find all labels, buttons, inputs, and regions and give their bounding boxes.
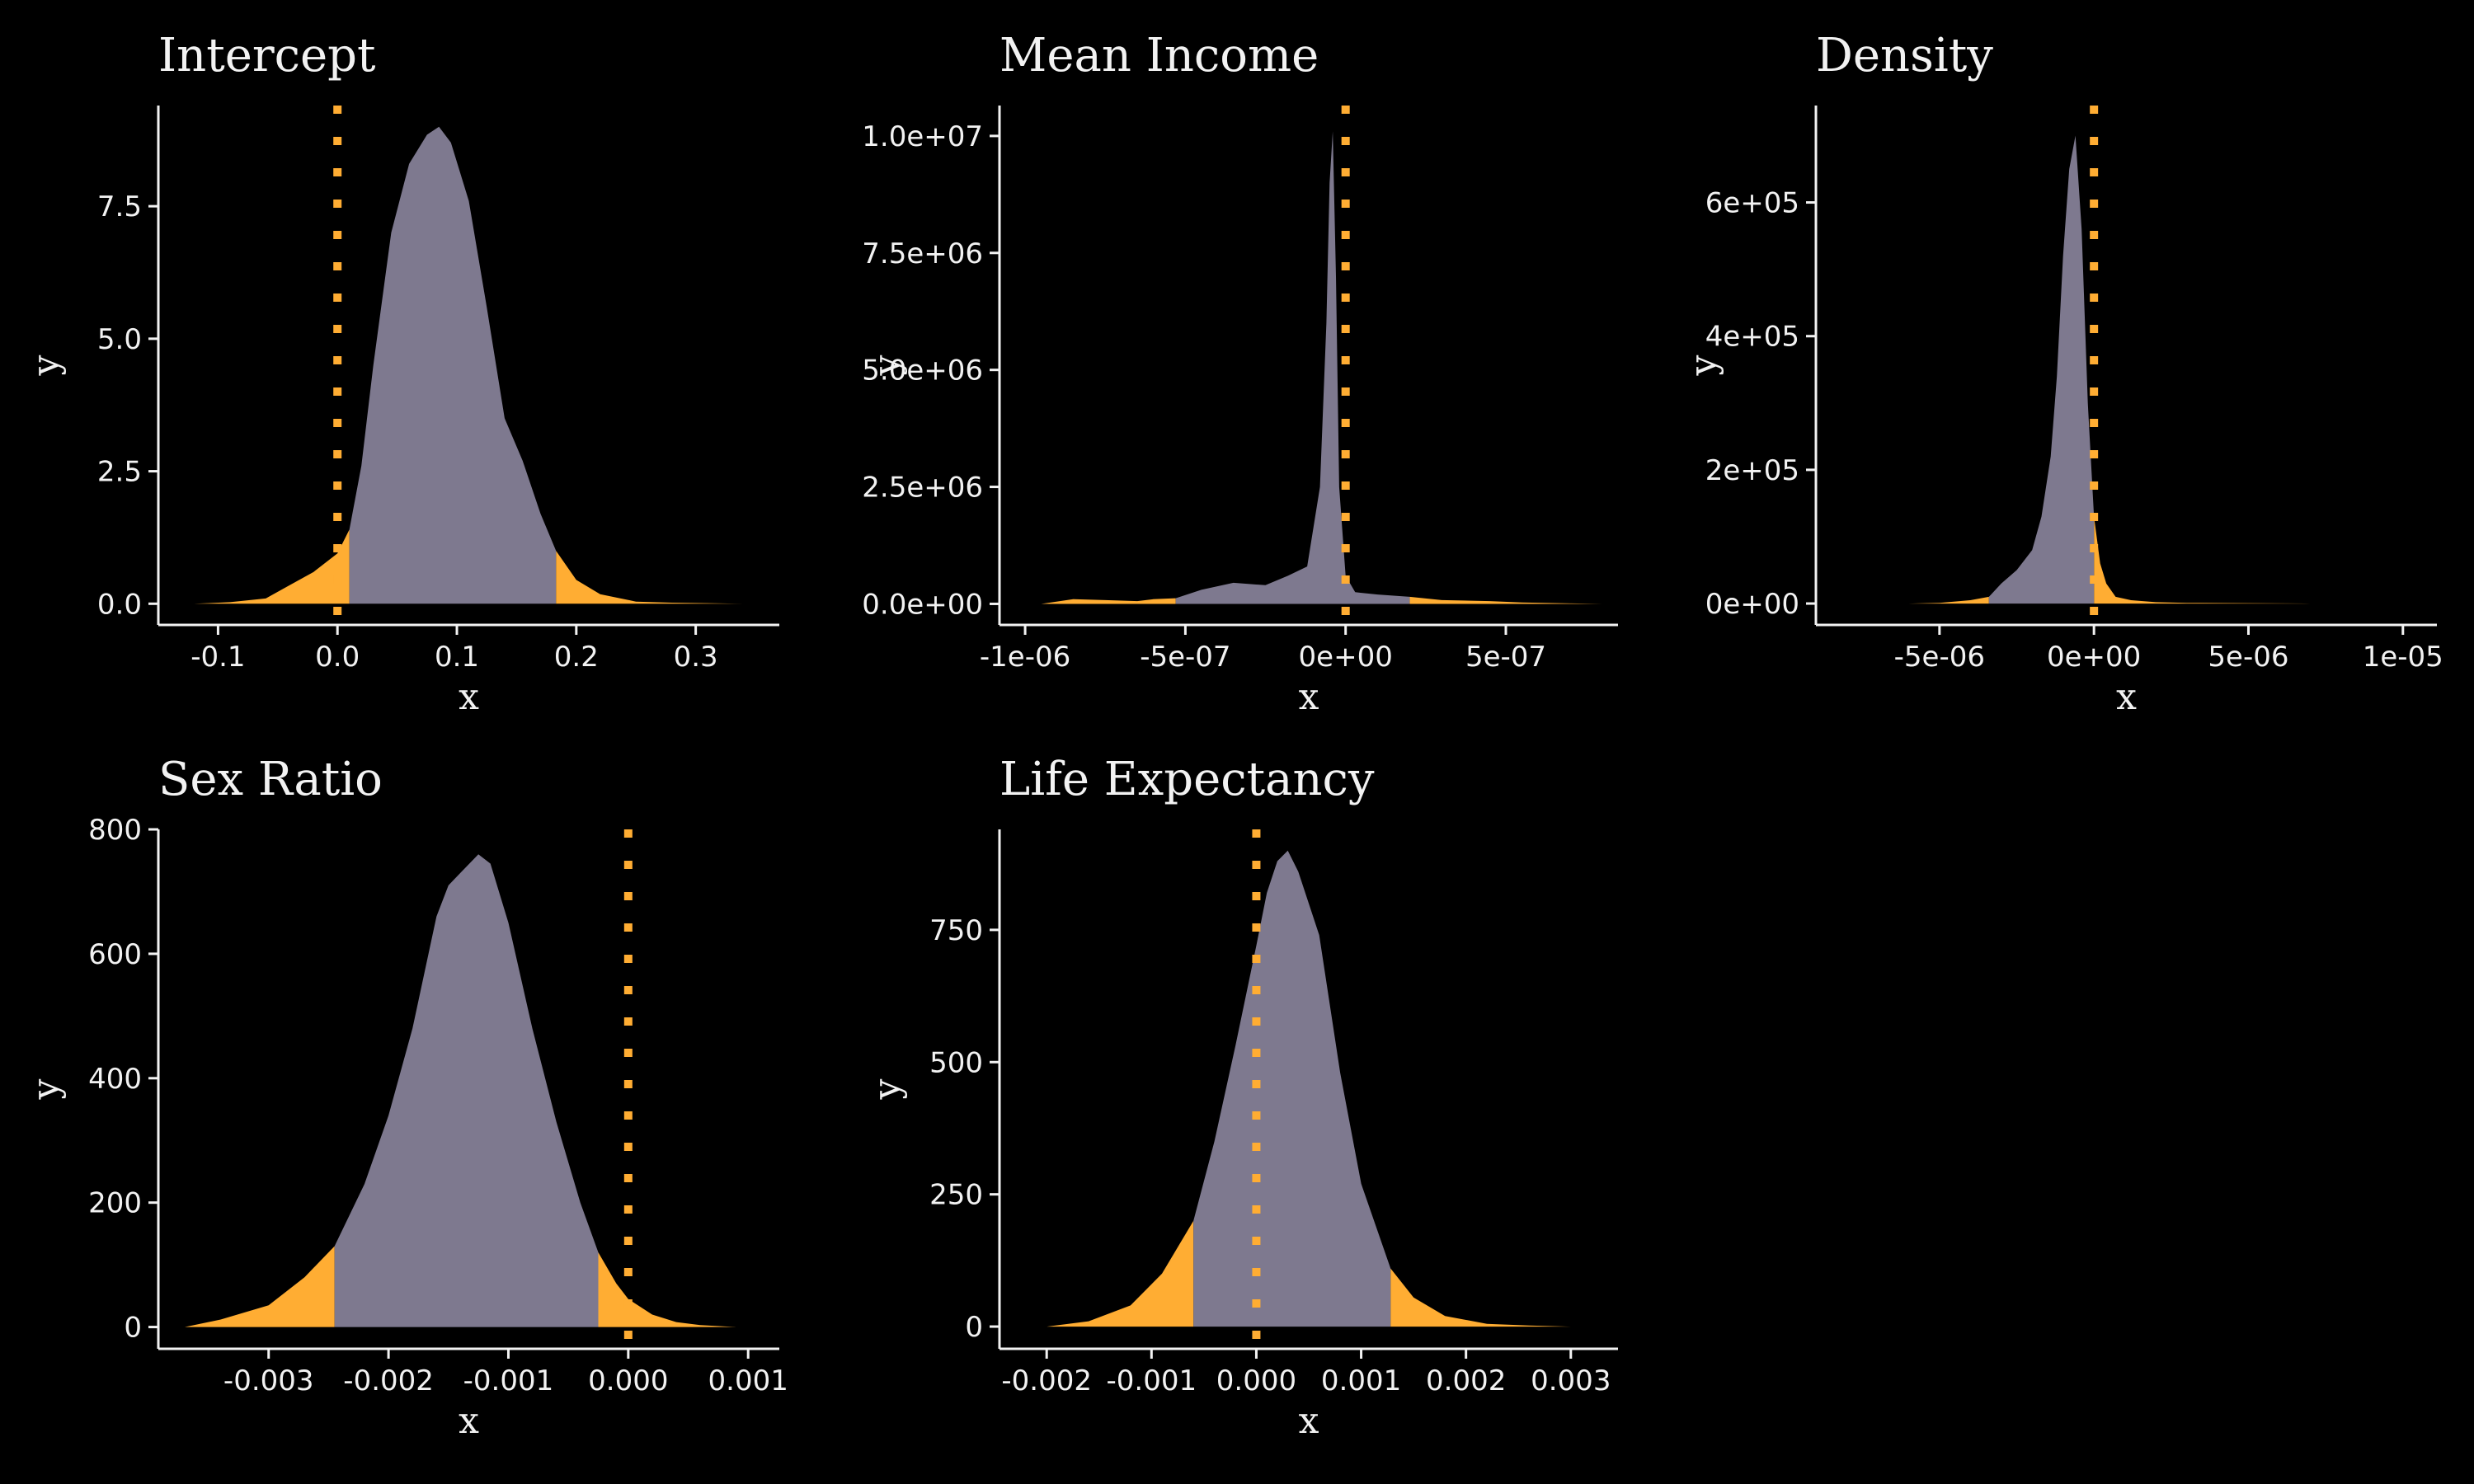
tail-right-area — [1409, 596, 1602, 604]
x-tick-label: 1e-05 — [2363, 641, 2443, 674]
y-tick-label: 7.5 — [97, 190, 142, 223]
y-axis-title: y — [866, 1078, 908, 1100]
x-tick-label: 0e+00 — [2047, 641, 2141, 674]
y-tick-label: 2.5 — [97, 456, 142, 489]
y-axis-title: y — [25, 1078, 67, 1100]
tail-left-area — [185, 1246, 335, 1327]
y-tick-label: 0.0 — [97, 588, 142, 621]
panel-3: -5e-06 0e+00 5e-06 1e-05 0e+00 2e+05 4e+05 6e+0… — [1682, 29, 2443, 718]
tail-right-area — [556, 551, 744, 604]
y-tick-label: 1.0e+07 — [862, 120, 983, 153]
y-tick-label: 2e+05 — [1705, 454, 1799, 487]
x-tick-label: 0.1 — [435, 641, 479, 674]
x-axis-title: x — [2116, 676, 2137, 718]
panel-title: Sex Ratio — [158, 753, 383, 806]
y-axis-title: y — [866, 355, 908, 376]
panel-2: -1e-06 -5e-07 0e+00 5e-07 0.0e+00 2.5e+06 5.0e… — [862, 29, 1618, 718]
x-tick-label: -1e-06 — [980, 641, 1070, 674]
x-tick-label: 0.0 — [315, 641, 360, 674]
x-tick-label: 0.2 — [554, 641, 599, 674]
interval-area — [1988, 135, 2095, 604]
y-axis-title: y — [1682, 355, 1724, 376]
panel-1: -0.1 0.0 0.1 0.2 0.3 0.0 2.5 5.0 7.5 Intercept x y — [25, 29, 779, 718]
panel-title: Intercept — [158, 29, 376, 82]
panel-title: Density — [1816, 29, 1993, 82]
x-axis-title: x — [459, 1400, 479, 1442]
y-tick-label: 800 — [88, 814, 142, 847]
y-tick-label: 5.0e+06 — [862, 355, 983, 387]
y-tick-label: 0e+00 — [1705, 588, 1799, 621]
x-tick-label: 0.000 — [588, 1364, 668, 1397]
y-axis-title: y — [25, 355, 67, 376]
x-tick-label: -0.001 — [463, 1364, 554, 1397]
x-tick-label: 5e-07 — [1465, 641, 1546, 674]
x-tick-label: 0.3 — [674, 641, 718, 674]
panel-4: -0.003 -0.002 -0.001 0.000 0.001 0 200 400 600 80… — [25, 753, 788, 1442]
x-tick-label: 0.003 — [1531, 1364, 1611, 1397]
x-tick-label: 0e+00 — [1299, 641, 1393, 674]
interval-area — [1193, 850, 1391, 1327]
x-axis-title: x — [459, 676, 479, 718]
x-tick-label: 0.001 — [708, 1364, 788, 1397]
y-tick-label: 750 — [929, 914, 983, 947]
y-tick-label: 600 — [88, 938, 142, 971]
y-tick-label: 500 — [929, 1046, 983, 1079]
x-tick-label: -5e-06 — [1894, 641, 1985, 674]
panel-title: Mean Income — [999, 29, 1319, 82]
y-tick-label: 400 — [88, 1063, 142, 1096]
x-axis-title: x — [1299, 1400, 1319, 1442]
x-tick-label: -5e-07 — [1140, 641, 1230, 674]
x-tick-label: -0.001 — [1107, 1364, 1197, 1397]
x-tick-label: 0.000 — [1216, 1364, 1296, 1397]
x-tick-label: -0.002 — [1001, 1364, 1092, 1397]
interval-area — [349, 126, 557, 604]
tail-right-area — [1390, 1268, 1571, 1327]
x-tick-label: -0.003 — [223, 1364, 314, 1397]
tail-left-area — [1047, 1220, 1194, 1327]
y-tick-label: 200 — [88, 1187, 142, 1220]
tail-left-area — [1846, 596, 1989, 604]
y-tick-label: 250 — [929, 1179, 983, 1212]
y-tick-label: 0 — [124, 1312, 142, 1345]
y-tick-label: 0.0e+00 — [862, 588, 983, 621]
panel-5: -0.002 -0.001 0.000 0.001 0.002 0.003 0 250 500 7… — [866, 753, 1618, 1442]
panel-title: Life Expectancy — [999, 753, 1375, 806]
y-tick-label: 5.0 — [97, 323, 142, 356]
x-axis-title: x — [1299, 676, 1319, 718]
tail-right-area — [598, 1252, 736, 1327]
y-tick-label: 7.5e+06 — [862, 237, 983, 270]
interval-area — [334, 854, 599, 1327]
y-tick-label: 4e+05 — [1705, 321, 1799, 354]
x-tick-label: -0.1 — [190, 641, 245, 674]
x-tick-label: 0.002 — [1426, 1364, 1506, 1397]
x-tick-label: 5e-06 — [2208, 641, 2288, 674]
tail-left-area — [194, 529, 350, 604]
y-tick-label: 2.5e+06 — [862, 472, 983, 505]
y-tick-label: 6e+05 — [1705, 187, 1799, 220]
x-tick-label: 0.001 — [1321, 1364, 1401, 1397]
y-tick-label: 0 — [965, 1311, 983, 1344]
x-tick-label: -0.002 — [343, 1364, 434, 1397]
tail-left-area — [1041, 598, 1176, 604]
